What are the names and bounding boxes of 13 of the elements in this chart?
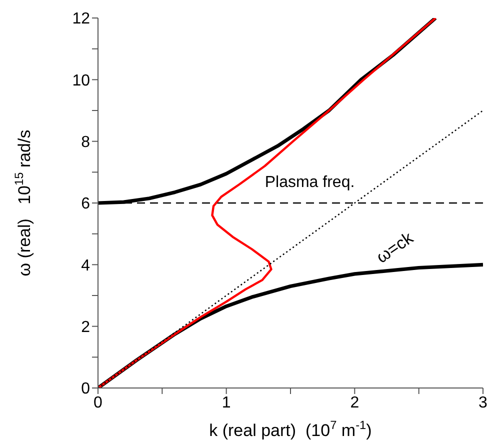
y-tick-label: 12: [72, 10, 90, 28]
x-axis-title: k (real part) (10$^{7}$ m$^{-1}$): [209, 418, 372, 440]
x-tick-label: 3: [478, 394, 488, 412]
x-tick-label: 2: [350, 394, 360, 412]
ref-line-label: Plasma freq.: [264, 174, 355, 191]
x-tick-label: 0: [94, 394, 103, 412]
y-tick-label: 6: [81, 196, 90, 213]
y-tick-label: 4: [81, 257, 90, 274]
y-tick-label: 10: [72, 72, 90, 90]
y-tick-label: 0: [81, 380, 90, 398]
y-tick-label: 2: [81, 319, 90, 336]
x-tick-label: 1: [222, 394, 231, 412]
y-tick-label: 8: [81, 134, 90, 152]
